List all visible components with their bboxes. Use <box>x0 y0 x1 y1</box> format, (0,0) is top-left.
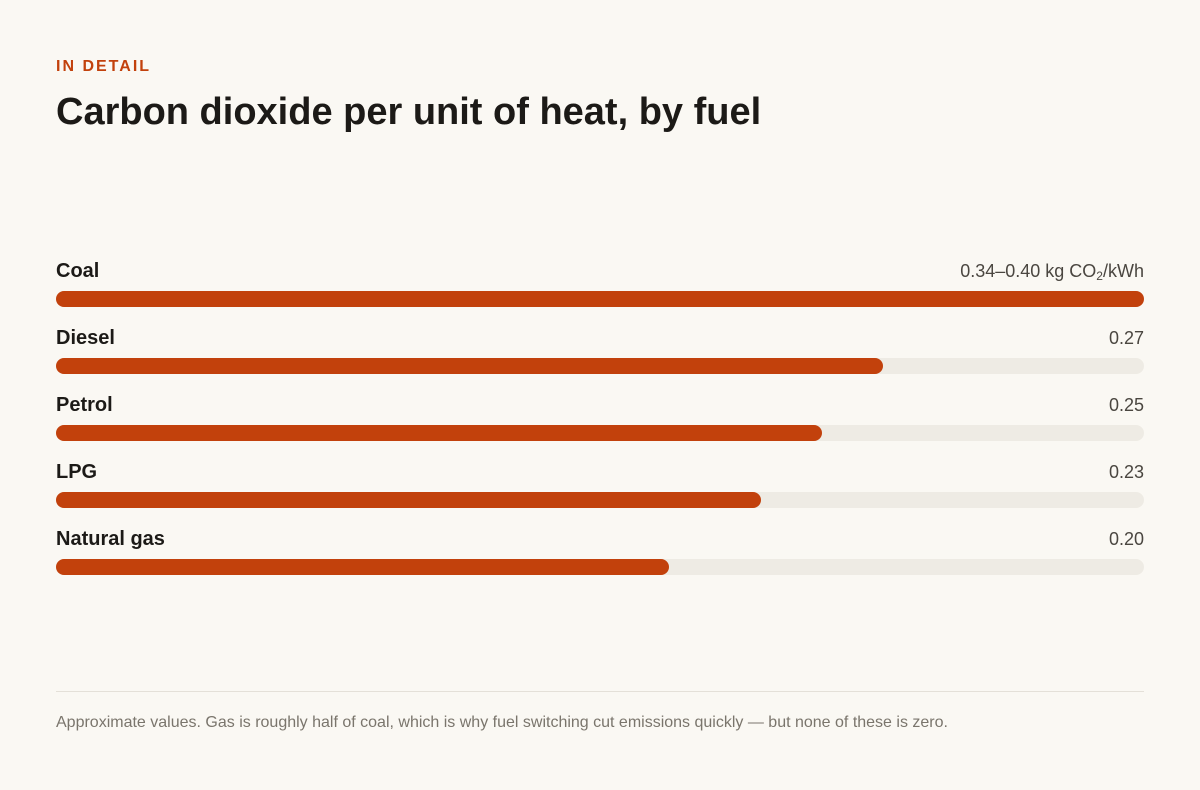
bar-row: Natural gas 0.20 <box>56 526 1144 593</box>
bar-value-subscript: 2 <box>1096 269 1103 283</box>
bar-value-label: 0.34–0.40 kg CO2/kWh <box>960 258 1144 289</box>
bar-category-label: Coal <box>56 260 100 282</box>
bar-value-text: 0.34–0.40 kg CO <box>960 261 1097 281</box>
footnote: Approximate values. Gas is roughly half … <box>56 714 948 731</box>
footer-divider <box>56 691 1144 692</box>
bar-value-text: 0.25 <box>1108 395 1144 415</box>
bar-category-label: Diesel <box>56 327 115 349</box>
bar-list: Coal 0.34–0.40 kg CO2/kWh Diesel 0.27 Petrol… <box>56 258 1144 593</box>
bar-value-text: 0.27 <box>1108 328 1144 348</box>
bar-track <box>56 291 1144 307</box>
bar-fill <box>56 358 883 374</box>
bar-value-label: 0.20 <box>1109 526 1144 552</box>
section-kicker: IN DETAIL <box>56 58 152 75</box>
bar-value-text: 0.23 <box>1108 462 1144 482</box>
bar-value-label: 0.23 <box>1109 459 1144 485</box>
chart-card: IN DETAIL Carbon dioxide per unit of hea… <box>56 0 1144 790</box>
bar-value-unit: /kWh <box>1102 261 1144 281</box>
bar-value-text: 0.20 <box>1108 529 1144 549</box>
bar-row: Diesel 0.27 <box>56 325 1144 392</box>
bar-fill <box>56 492 761 508</box>
bar-track <box>56 358 1144 374</box>
chart-title: Carbon dioxide per unit of heat, by fuel <box>56 91 762 133</box>
bar-category-label: Natural gas <box>56 528 165 550</box>
bar-track <box>56 492 1144 508</box>
bar-fill <box>56 291 1144 307</box>
bar-track <box>56 425 1144 441</box>
bar-row: LPG 0.23 <box>56 459 1144 526</box>
bar-value-label: 0.27 <box>1109 325 1144 351</box>
bar-row: Coal 0.34–0.40 kg CO2/kWh <box>56 258 1144 325</box>
bar-track <box>56 559 1144 575</box>
bar-fill <box>56 425 822 441</box>
bar-fill <box>56 559 669 575</box>
bar-category-label: LPG <box>56 461 98 483</box>
bar-row: Petrol 0.25 <box>56 392 1144 459</box>
bar-value-label: 0.25 <box>1109 392 1144 418</box>
bar-category-label: Petrol <box>56 394 113 416</box>
